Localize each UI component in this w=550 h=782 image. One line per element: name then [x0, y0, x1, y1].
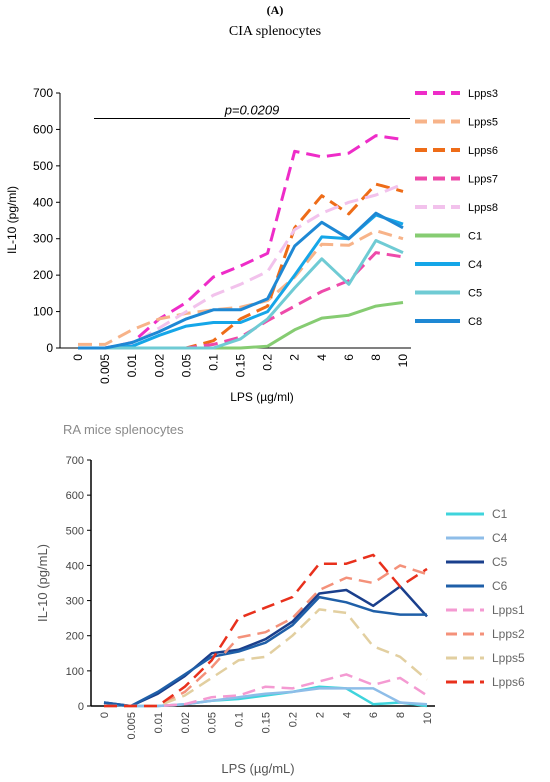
x-tick-label: 0.05	[179, 354, 193, 378]
y-tick-label: 700	[66, 455, 84, 467]
x-tick-label: 0.01	[153, 712, 165, 733]
legend-label-lpps1: Lpps1	[492, 603, 525, 617]
series-line-lpps2	[104, 564, 428, 708]
x-tick-label: 0.2	[261, 354, 275, 371]
series-line-c6	[103, 595, 427, 708]
legend-label-lpps3: Lpps3	[468, 88, 498, 100]
y-tick-label: 400	[66, 560, 84, 572]
legend-label-lpps5: Lpps5	[492, 651, 525, 665]
legend-label-lpps7: Lpps7	[468, 174, 498, 186]
legend-label-lpps8: Lpps8	[468, 202, 498, 214]
y-tick-label: 100	[33, 305, 53, 319]
y-tick-label: 500	[33, 159, 53, 173]
series-line-c5	[78, 239, 404, 350]
series-line-lpps6	[104, 553, 428, 708]
x-tick-label: 0.1	[206, 354, 220, 371]
y-tick-label: 300	[33, 232, 53, 246]
x-tick-label: 2	[288, 354, 302, 361]
y-tick-label: 700	[33, 86, 53, 100]
x-tick-label: 0	[99, 712, 111, 718]
x-tick-label: 0.02	[180, 712, 192, 733]
y-tick-label: 0	[78, 701, 84, 713]
y-tick-label: 200	[66, 631, 84, 643]
x-tick-label: 0	[71, 354, 85, 361]
y-tick-label: 600	[66, 490, 84, 502]
legend-label-c1: C1	[492, 507, 508, 521]
x-tick-label: 4	[341, 712, 353, 718]
series-line-c4	[103, 687, 428, 708]
x-tick-label: 10	[396, 354, 410, 368]
series-line-lpps5	[78, 229, 404, 346]
y-axis-label: IL-10 (pg/mL)	[35, 544, 50, 622]
series-line-c8	[78, 211, 404, 350]
series-line-lpps3	[78, 134, 404, 350]
panel-title: CIA splenocytes	[229, 24, 321, 39]
legend-label-c5: C5	[468, 288, 482, 300]
y-tick-label: 500	[66, 525, 84, 537]
x-tick-label: 8	[369, 354, 383, 361]
x-tick-label: 10	[422, 712, 434, 724]
p-value-annotation: p=0.0209	[224, 103, 280, 118]
x-tick-label: 8	[395, 712, 407, 718]
x-tick-label: 0.005	[98, 354, 112, 384]
legend-label-c4: C4	[468, 259, 482, 271]
x-tick-label: 4	[315, 354, 329, 361]
x-tick-label: 6	[368, 712, 380, 718]
legend-label-c1: C1	[468, 231, 482, 243]
x-tick-label: 0.15	[261, 712, 273, 733]
legend-label-c4: C4	[492, 531, 508, 545]
x-tick-label: 6	[342, 354, 356, 361]
series-line-lpps1	[104, 673, 428, 708]
y-tick-label: 200	[33, 268, 53, 282]
legend-label-c6: C6	[492, 579, 508, 593]
series-line-lpps8	[78, 182, 404, 350]
x-tick-label: 0.2	[287, 712, 299, 727]
panel-label: (A)	[267, 3, 284, 17]
x-axis-label: LPS (µg/ml)	[230, 390, 294, 404]
legend-label-lpps6: Lpps6	[468, 145, 498, 157]
y-axis-label: IL-10 (pg/ml)	[5, 186, 19, 254]
legend-label-lpps5: Lpps5	[468, 117, 498, 129]
y-tick-label: 400	[33, 195, 53, 209]
legend-label-c5: C5	[492, 555, 508, 569]
y-tick-label: 0	[46, 341, 53, 355]
chart-cia-splenocytes: 0 100 200 300 400 500 600 700 0 0.005 0.01 0.02 0.05…	[5, 86, 498, 404]
x-tick-label: 0.15	[234, 354, 248, 378]
x-tick-label: 0.05	[207, 712, 219, 733]
y-tick-label: 100	[66, 666, 84, 678]
x-tick-label: 2	[314, 712, 326, 718]
x-axis-label: LPS (µg/mL)	[221, 761, 294, 776]
series-line-c5	[103, 585, 428, 708]
chart-ra-mice-splenocytes: RA mice splenocytes010020030040050060070…	[35, 422, 525, 776]
x-tick-label: 0.01	[125, 354, 139, 378]
x-tick-label: 0.005	[126, 712, 138, 740]
x-tick-label: 0.1	[234, 712, 246, 727]
x-tick-label: 0.02	[152, 354, 166, 378]
legend-label-lpps6: Lpps6	[492, 675, 525, 689]
y-tick-label: 300	[66, 596, 84, 608]
y-tick-label: 600	[33, 122, 53, 136]
chart-title: RA mice splenocytes	[63, 422, 184, 437]
legend-label-lpps2: Lpps2	[492, 627, 525, 641]
legend-label-c8: C8	[468, 316, 482, 328]
